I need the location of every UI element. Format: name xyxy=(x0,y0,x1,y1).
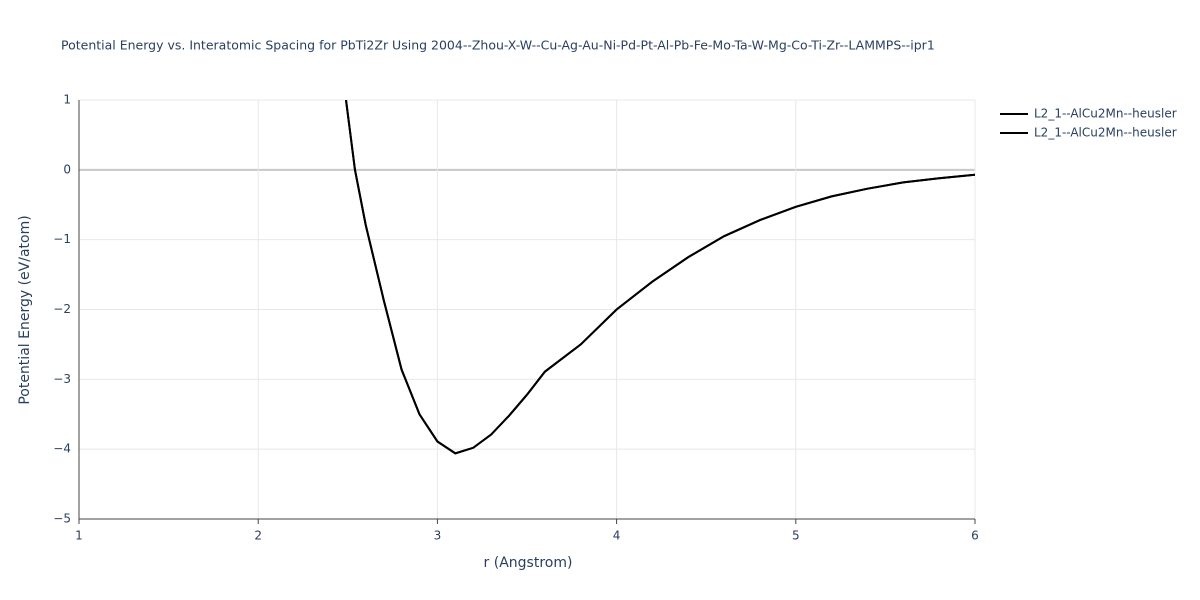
x-tick-label: 2 xyxy=(254,529,262,543)
legend-label: L2_1--AlCu2Mn--heusler xyxy=(1034,107,1177,121)
legend-label: L2_1--AlCu2Mn--heusler xyxy=(1034,126,1177,140)
y-tick-label: −1 xyxy=(53,232,71,246)
series-line xyxy=(345,100,975,455)
y-tick-label: 1 xyxy=(63,93,71,107)
x-axis-title: r (Angstrom) xyxy=(484,555,573,571)
x-tick-label: 6 xyxy=(971,529,979,543)
y-axis-title: Potential Energy (eV/atom) xyxy=(17,215,33,404)
y-tick-label: −3 xyxy=(53,372,71,386)
x-tick-label: 1 xyxy=(75,529,83,543)
y-tick-label: −4 xyxy=(53,442,71,456)
x-tick-label: 3 xyxy=(434,529,442,543)
y-tick-label: −2 xyxy=(53,302,71,316)
y-tick-label: −5 xyxy=(53,512,71,526)
x-tick-label: 5 xyxy=(792,529,800,543)
y-tick-label: 0 xyxy=(63,162,71,176)
chart-title: Potential Energy vs. Interatomic Spacing… xyxy=(61,38,935,53)
x-tick-label: 4 xyxy=(613,529,621,543)
